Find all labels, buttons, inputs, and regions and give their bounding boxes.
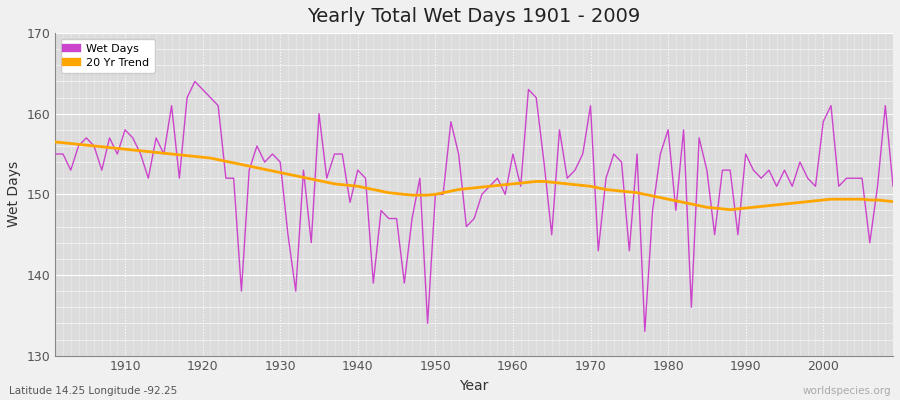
20 Yr Trend: [508, 182, 518, 186]
Line: 20 Yr Trend: 20 Yr Trend: [55, 142, 893, 210]
Legend: Wet Days, 20 Yr Trend: Wet Days, 20 Yr Trend: [61, 39, 155, 73]
Wet Days: [887, 184, 898, 189]
20 Yr Trend: [50, 140, 60, 144]
20 Yr Trend: [600, 187, 611, 192]
Wet Days: [608, 152, 619, 156]
20 Yr Trend: [329, 182, 340, 186]
20 Yr Trend: [283, 172, 293, 176]
20 Yr Trend: [887, 199, 898, 204]
Wet Days: [291, 289, 302, 294]
Wet Days: [190, 79, 201, 84]
Text: Latitude 14.25 Longitude -92.25: Latitude 14.25 Longitude -92.25: [9, 386, 177, 396]
20 Yr Trend: [112, 146, 122, 151]
Title: Yearly Total Wet Days 1901 - 2009: Yearly Total Wet Days 1901 - 2009: [308, 7, 641, 26]
Y-axis label: Wet Days: Wet Days: [7, 161, 21, 228]
Wet Days: [516, 184, 526, 189]
20 Yr Trend: [500, 182, 510, 187]
20 Yr Trend: [724, 207, 735, 212]
Wet Days: [639, 329, 650, 334]
X-axis label: Year: Year: [460, 379, 489, 393]
Line: Wet Days: Wet Days: [55, 82, 893, 332]
Wet Days: [337, 152, 347, 156]
Wet Days: [112, 152, 122, 156]
Wet Days: [508, 152, 518, 156]
Text: worldspecies.org: worldspecies.org: [803, 386, 891, 396]
Wet Days: [50, 152, 60, 156]
